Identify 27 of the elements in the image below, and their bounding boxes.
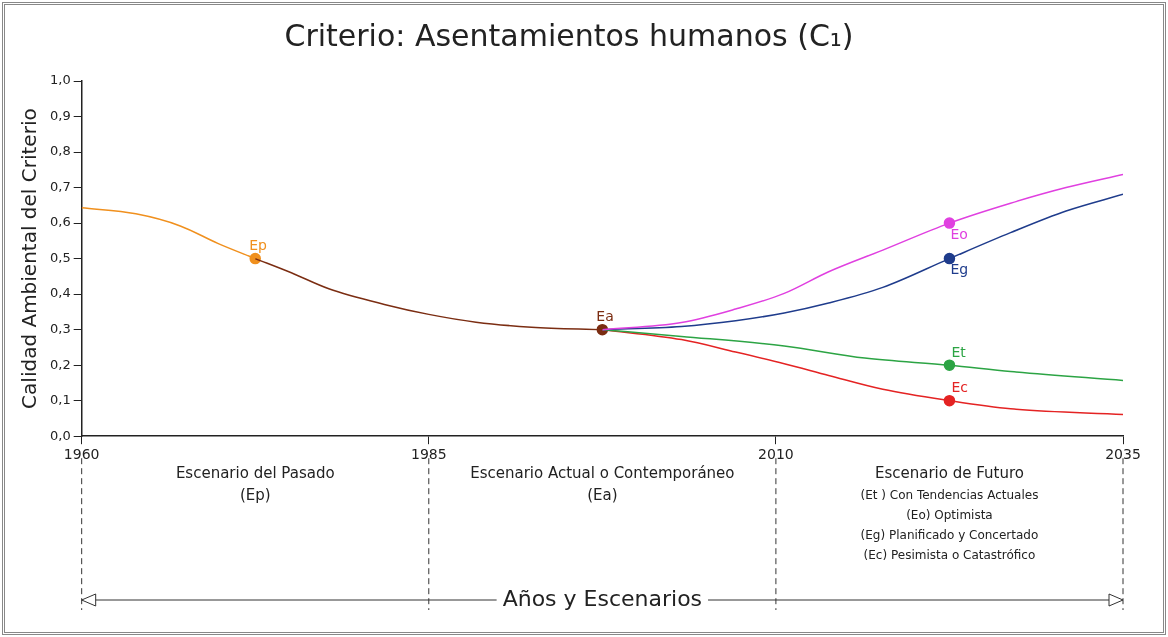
x-tick-label: 1985 xyxy=(410,446,447,463)
y-tick-label: 0,2 xyxy=(49,356,71,372)
text: Escenario de Futuro (Et ) Con Tendencias Actuales (Eo) Optimista (Eg) Planificado y Concertado (Ec) Pesimista o Catastrófico xyxy=(860,463,1039,563)
series-label: Et xyxy=(951,343,967,360)
chart-title: Criterio: Asentamientos humanos (C₁) xyxy=(284,17,854,53)
x-tick-label: 2035 xyxy=(1105,446,1141,463)
series-label: Eo xyxy=(950,225,968,242)
series-label: Ec xyxy=(951,379,968,396)
y-tick-label: 0,1 xyxy=(49,392,71,408)
series-label: Eg xyxy=(950,261,969,278)
text: Años y Escenarios xyxy=(502,585,703,611)
text: Escenario Actual o Contemporáneo (Ea) xyxy=(470,463,735,504)
x-tick-label: 2010 xyxy=(758,446,794,463)
text: Escenario del Pasado (Ep) xyxy=(175,463,335,504)
y-tick-label: 0,9 xyxy=(49,107,71,123)
y-axis-title: Calidad Ambiental del Criterio xyxy=(17,108,42,409)
y-tick-label: 0,4 xyxy=(49,285,71,301)
x-tick-label: 1960 xyxy=(63,446,100,463)
y-tick-label: 0,5 xyxy=(49,249,71,265)
y-tick-label: 0,6 xyxy=(49,214,71,230)
series-label: Ea xyxy=(596,308,614,325)
y-tick-label: 1,0 xyxy=(49,72,71,88)
y-tick-label: 0,3 xyxy=(49,321,71,337)
y-tick-label: 0,8 xyxy=(49,143,71,159)
y-tick-label: 0,0 xyxy=(49,427,71,443)
y-tick-label: 0,7 xyxy=(49,178,71,194)
series-label: Ep xyxy=(249,237,268,254)
